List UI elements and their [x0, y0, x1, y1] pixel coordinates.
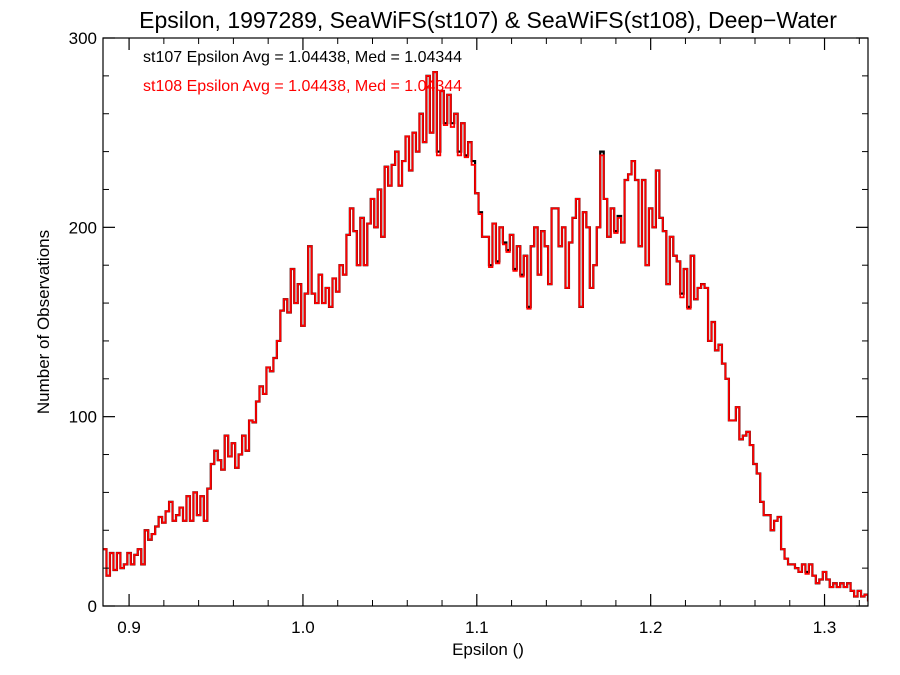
x-tick-label: 1.2 [639, 618, 663, 637]
y-tick-label: 300 [69, 29, 97, 48]
x-tick-label: 1.3 [813, 618, 837, 637]
x-tick-label: 1.0 [291, 618, 315, 637]
y-tick-label: 200 [69, 218, 97, 237]
chart-title: Epsilon, 1997289, SeaWiFS(st107) & SeaWi… [139, 7, 837, 33]
x-tick-label: 0.9 [117, 618, 141, 637]
y-tick-label: 0 [88, 597, 97, 616]
series-line-st108 [103, 71, 868, 602]
x-tick-label: 1.1 [465, 618, 489, 637]
series-layer [103, 70, 868, 602]
x-axis-label: Epsilon () [452, 640, 524, 659]
legend-entry-1: st107 Epsilon Avg = 1.04438, Med = 1.043… [143, 49, 462, 66]
legend-entry-2: st108 Epsilon Avg = 1.04438, Med = 1.043… [143, 78, 462, 95]
axis-layer: 0.9 1.0 1.1 1.2 1.3 0 100 200 300 [69, 29, 869, 637]
plot-frame [102, 37, 869, 607]
y-tick-label: 100 [69, 408, 97, 427]
legend: st107 Epsilon Avg = 1.04438, Med = 1.043… [143, 49, 462, 95]
y-axis-label: Number of Observations [34, 230, 53, 414]
